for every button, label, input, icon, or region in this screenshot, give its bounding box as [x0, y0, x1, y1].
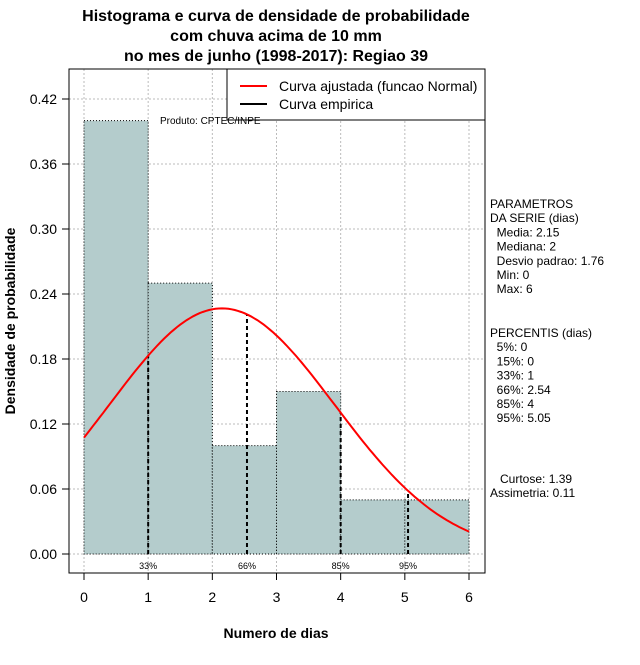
y-tick-label: 0.18: [30, 351, 57, 367]
chart-title-line-1: Histograma e curva de densidade de proba…: [82, 8, 470, 25]
histogram-bar: [211, 445, 277, 555]
y-axis-label: Densidade de probabilidade: [2, 227, 18, 414]
x-axis-label: Numero de dias: [223, 625, 328, 641]
series-parameter: Desvio padrao: 1.76: [490, 254, 604, 268]
x-tick-label: 5: [401, 589, 409, 605]
shape-statistic: Assimetria: 0.11: [490, 486, 575, 500]
y-tick-label: 0.36: [30, 156, 57, 172]
legend-normal-label: Curva ajustada (funcao Normal): [279, 78, 477, 94]
percentile-value: 15%: 0: [490, 354, 534, 368]
series-parameter: DA SERIE (dias): [490, 211, 579, 225]
series-parameter: Media: 2.15: [490, 225, 560, 239]
series-parameter: Min: 0: [490, 268, 530, 282]
series-parameter: PARAMETROS: [490, 197, 573, 211]
percentile-value: 33%: 1: [490, 369, 534, 383]
x-tick-label: 0: [80, 589, 88, 605]
y-tick-label: 0.42: [30, 91, 57, 107]
percentile-value: 95%: 5.05: [490, 411, 551, 425]
shape-statistic: Curtose: 1.39: [490, 472, 572, 486]
percentile-value: 85%: 4: [490, 397, 534, 411]
histogram-bar: [83, 120, 149, 555]
series-parameter: Max: 6: [490, 282, 533, 296]
y-tick-label: 0.06: [30, 481, 57, 497]
percentile-label: 95%: [399, 561, 417, 571]
y-tick-label: 0.12: [30, 416, 57, 432]
chart-title-line-2: com chuva acima de 10 mm: [170, 28, 382, 45]
x-tick-label: 4: [337, 589, 345, 605]
percentile-label: 85%: [332, 561, 350, 571]
x-tick-label: 1: [144, 589, 152, 605]
histogram-bar: [276, 391, 342, 555]
histogram-bar: [340, 499, 406, 555]
percentile-label: 33%: [139, 561, 157, 571]
x-tick-label: 2: [208, 589, 216, 605]
legend: Curva ajustada (funcao Normal) Curva emp…: [226, 68, 486, 121]
normal-curve: [83, 307, 470, 533]
y-tick-label: 0.00: [30, 546, 57, 562]
legend-empirical-label: Curva empirica: [279, 96, 373, 112]
y-tick-label: 0.30: [30, 221, 57, 237]
x-tick-label: 6: [465, 589, 473, 605]
percentile-label: 66%: [238, 561, 256, 571]
product-annotation: Produto: CPTEC/INPE: [160, 116, 261, 127]
x-tick-label: 3: [273, 589, 281, 605]
series-parameter: Mediana: 2: [490, 240, 556, 254]
y-tick-label: 0.24: [30, 286, 57, 302]
percentile-value: 5%: 0: [490, 340, 528, 354]
percentile-value: 66%: 2.54: [490, 383, 551, 397]
chart-title-line-3: no mes de junho (1998-2017): Regiao 39: [124, 48, 428, 65]
histogram-bar: [147, 282, 213, 555]
percentile-value: PERCENTIS (dias): [490, 326, 592, 340]
